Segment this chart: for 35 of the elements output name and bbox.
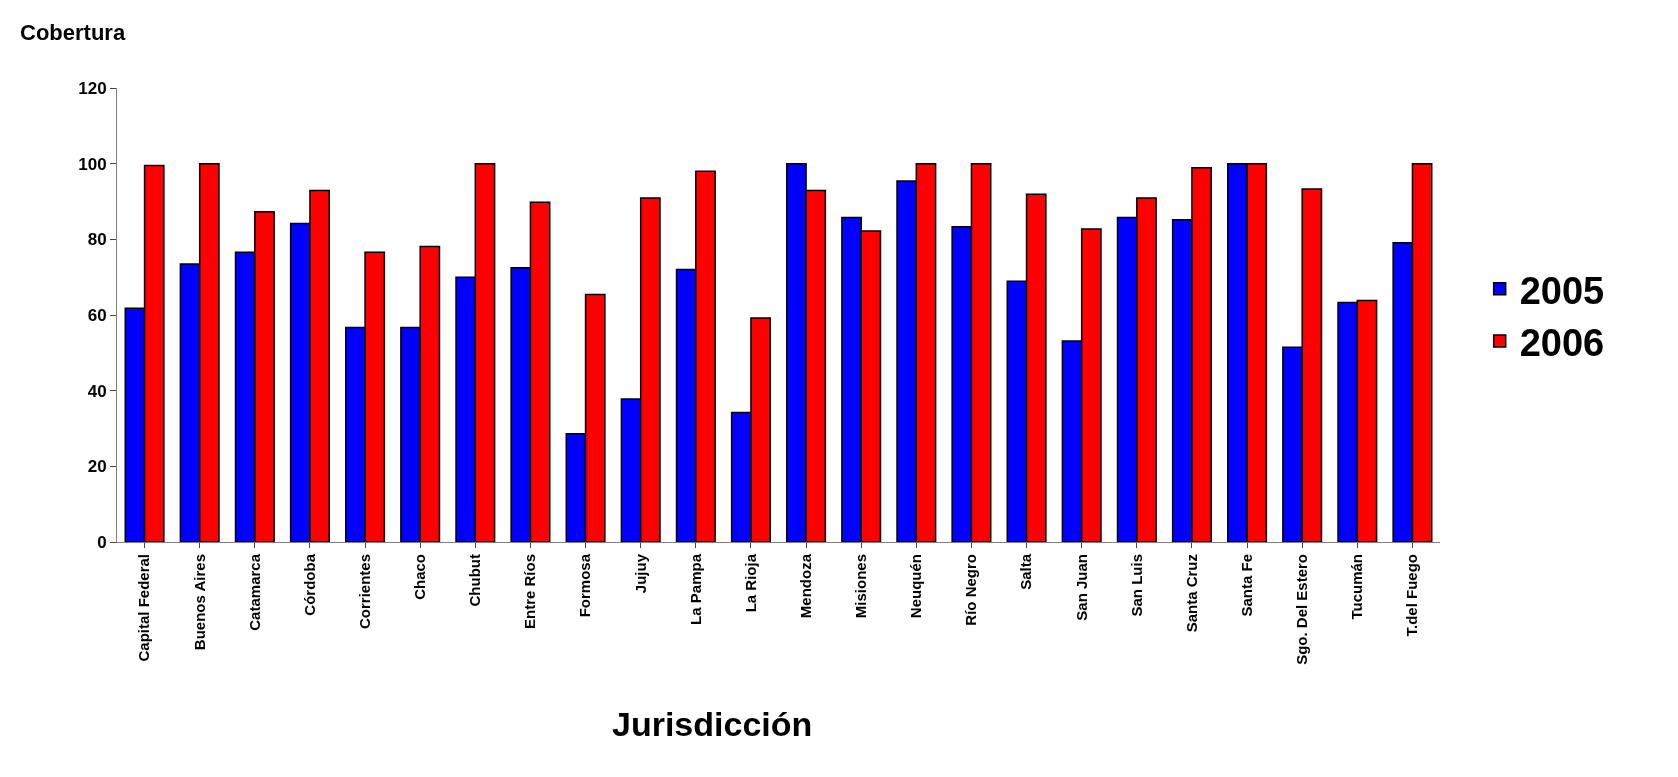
x-tick-label: Salta <box>1017 553 1035 590</box>
x-tick-label: La Rioja <box>741 553 759 613</box>
x-tick-label: Misiones <box>852 554 870 619</box>
x-tick-label: Chaco <box>411 554 429 600</box>
x-tick-label: Neuquén <box>907 554 925 619</box>
y-tick-label: 60 <box>87 305 107 325</box>
x-tick-label: Santa Fe <box>1237 554 1255 617</box>
x-tick-label: San Juan <box>1072 554 1090 621</box>
y-tick-label: 80 <box>87 230 107 250</box>
x-axis-title: Jurisdicción <box>612 705 813 743</box>
y-tick-label: 40 <box>87 381 107 401</box>
x-tick-label: Buenos Aires <box>190 554 208 651</box>
x-tick-label: Jujuy <box>631 553 649 594</box>
x-tick-label: Chubut <box>466 554 484 607</box>
legend-label: 2005 <box>1519 269 1605 312</box>
x-tick-label: Sgo. Del Estero <box>1293 554 1311 665</box>
x-tick-label: Tucumán <box>1348 554 1366 620</box>
x-tick-label: Capital Federal <box>135 554 153 662</box>
legend-label: 2006 <box>1519 321 1605 364</box>
y-axis-title: Cobertura <box>20 20 126 45</box>
x-tick-label: Catamarca <box>245 553 263 631</box>
x-tick-label: Entre Ríos <box>521 554 539 630</box>
x-tick-label: Formosa <box>576 553 594 618</box>
x-tick-label: La Pampa <box>686 553 704 625</box>
y-tick-label: 120 <box>78 78 107 98</box>
y-tick-label: 100 <box>78 154 107 174</box>
x-tick-label: Mendoza <box>796 553 814 619</box>
x-tick-label: Corrientes <box>355 554 373 630</box>
x-tick-label: Río Negro <box>962 554 980 626</box>
x-tick-label: Córdoba <box>300 553 318 616</box>
x-tick-label: Santa Cruz <box>1182 554 1200 633</box>
y-tick-label: 20 <box>87 457 107 477</box>
x-tick-label: T.del Fuego <box>1403 554 1421 637</box>
x-tick-label: San Luis <box>1127 554 1145 617</box>
y-tick-label: 0 <box>97 532 107 552</box>
